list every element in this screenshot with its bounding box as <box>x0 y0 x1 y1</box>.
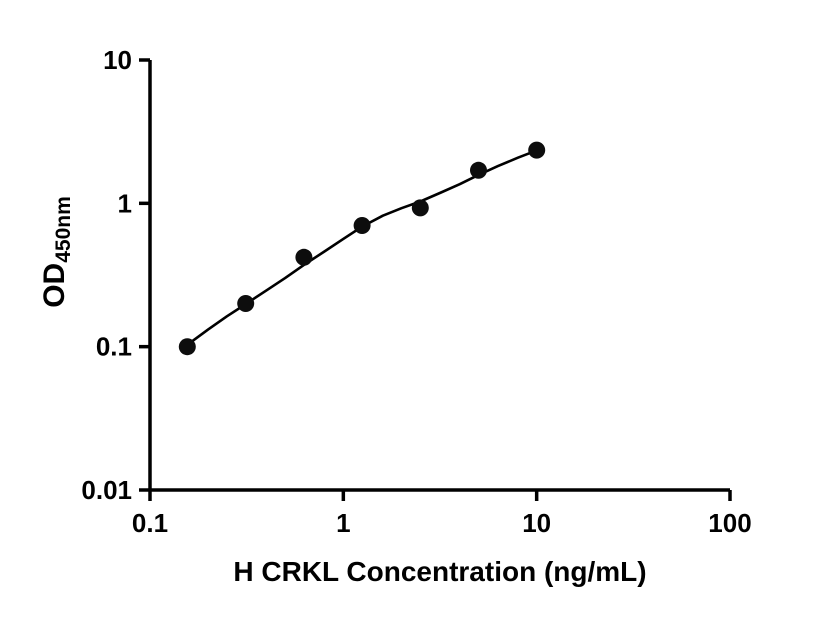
y-axis-title: OD450nm <box>38 196 76 308</box>
data-point <box>295 248 313 266</box>
x-axis-title: H CRKL Concentration (ng/mL) <box>233 556 647 587</box>
y-tick-label: 1 <box>118 188 132 218</box>
y-axis-title-main: OD <box>38 262 72 308</box>
y-tick-label: 0.01 <box>81 475 132 505</box>
fit-curve <box>186 149 538 347</box>
data-point <box>237 295 255 312</box>
y-axis-title-subscript: 450nm <box>51 196 75 263</box>
data-point <box>470 161 487 179</box>
data-point <box>353 217 371 234</box>
x-tick-label: 100 <box>708 508 751 538</box>
x-tick-label: 0.1 <box>132 508 168 538</box>
data-point <box>411 199 429 217</box>
x-tick-label: 10 <box>522 508 551 538</box>
data-point <box>178 338 196 356</box>
x-tick-label: 1 <box>336 508 350 538</box>
data-point <box>528 141 546 159</box>
y-tick-label: 10 <box>103 45 132 75</box>
y-tick-label: 0.1 <box>96 332 132 362</box>
